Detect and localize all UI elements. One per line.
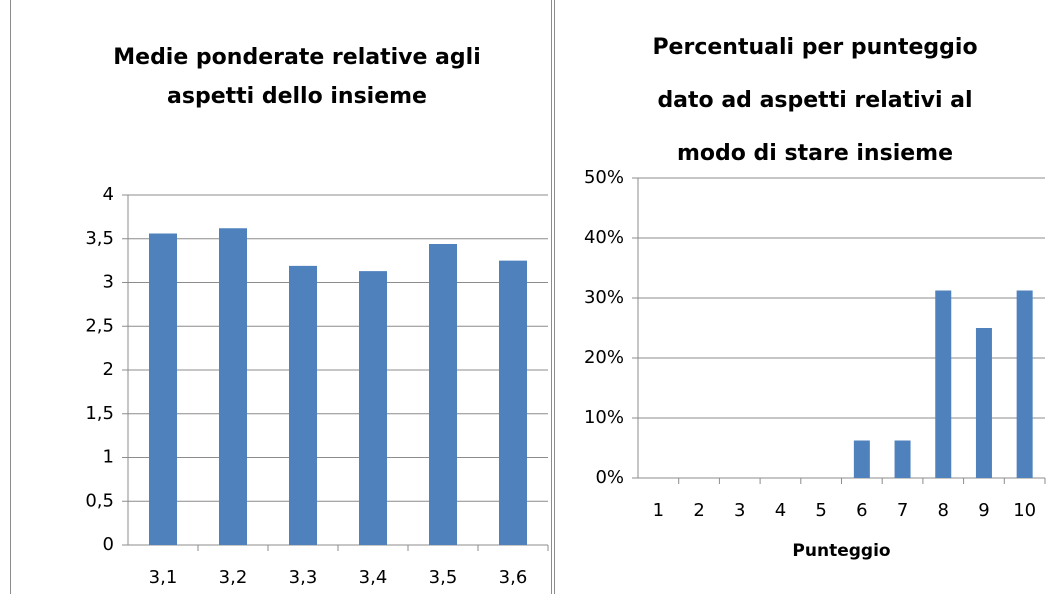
x-tick-label: 9 (978, 500, 989, 521)
chart-title: dato ad aspetti relativi al (657, 88, 972, 113)
x-tick-label: 1 (653, 500, 664, 521)
x-tick-label: 5 (815, 500, 826, 521)
x-tick-label: 10 (1013, 500, 1036, 521)
x-tick-label: 3,2 (219, 567, 248, 588)
y-tick-label: 30% (584, 287, 624, 308)
y-tick-label: 10% (584, 407, 624, 428)
y-tick-label: 0,5 (85, 490, 114, 511)
y-tick-label: 2,5 (85, 315, 114, 336)
bar (894, 440, 911, 478)
bar (359, 271, 387, 545)
x-tick-label: 3,4 (359, 567, 388, 588)
bar (975, 328, 992, 478)
bar (853, 440, 870, 478)
x-tick-label: 8 (938, 500, 949, 521)
bar (499, 260, 527, 545)
x-tick-label: 6 (856, 500, 867, 521)
bar (935, 290, 952, 478)
chart-title: modo di stare insieme (677, 141, 953, 166)
bar (149, 233, 177, 545)
y-tick-label: 2 (103, 359, 114, 380)
bar (219, 228, 247, 545)
x-tick-label: 3 (734, 500, 745, 521)
y-tick-label: 50% (584, 167, 624, 188)
y-tick-label: 0 (103, 534, 114, 555)
chart-title: aspetti dello insieme (167, 84, 427, 109)
y-tick-label: 4 (103, 184, 114, 205)
x-tick-label: 2 (693, 500, 704, 521)
y-tick-label: 3 (103, 272, 114, 293)
chart-title: Medie ponderate relative agli (113, 45, 480, 70)
x-tick-label: 7 (897, 500, 908, 521)
right-panel (554, 0, 1061, 594)
x-tick-label: 3,1 (149, 567, 178, 588)
bar (429, 244, 457, 545)
x-tick-label: 4 (775, 500, 786, 521)
chart-title: Percentuali per punteggio (652, 35, 977, 60)
x-tick-label: 3,6 (499, 567, 528, 588)
bar (289, 265, 317, 545)
y-tick-label: 1,5 (85, 403, 114, 424)
y-tick-label: 40% (584, 227, 624, 248)
x-axis-label: Punteggio (792, 541, 890, 561)
y-tick-label: 20% (584, 347, 624, 368)
y-tick-label: 3,5 (85, 228, 114, 249)
bar (1016, 290, 1033, 478)
y-tick-label: 1 (103, 447, 114, 468)
left-panel (10, 0, 552, 594)
x-tick-label: 3,5 (429, 567, 458, 588)
x-tick-label: 3,3 (289, 567, 318, 588)
y-tick-label: 0% (595, 467, 624, 488)
